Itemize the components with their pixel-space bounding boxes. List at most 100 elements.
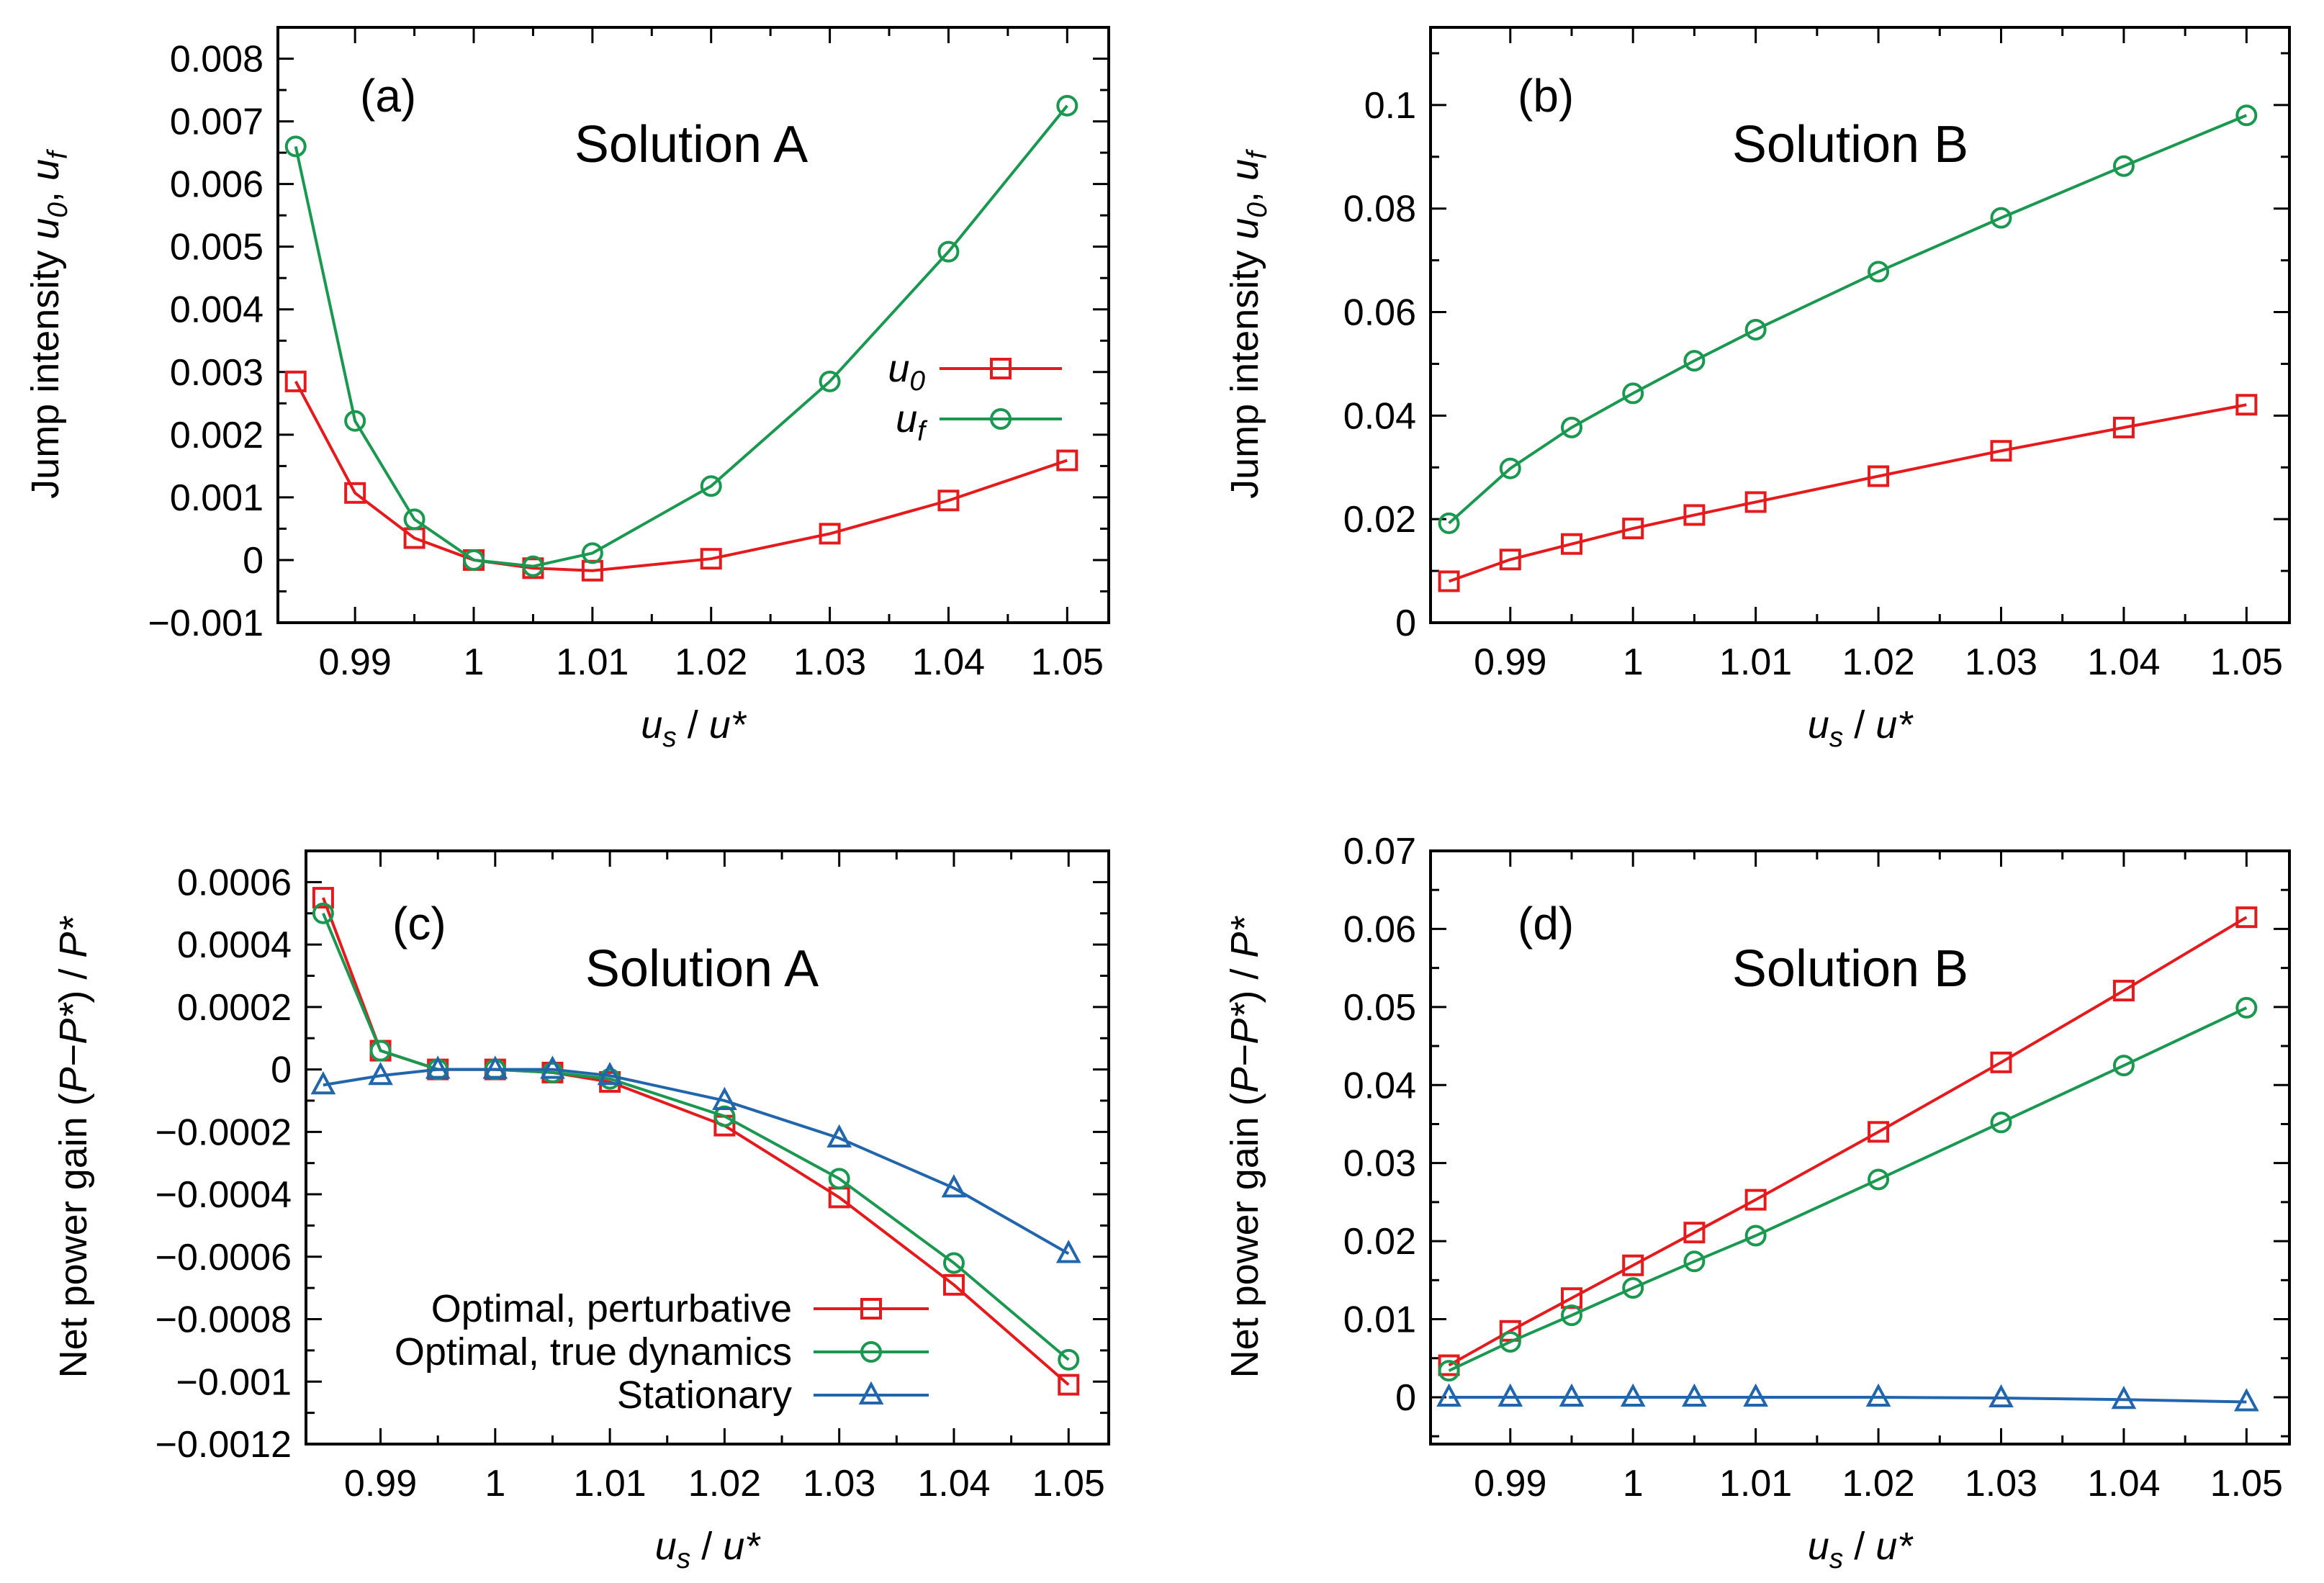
data-point bbox=[2235, 996, 2258, 1019]
x-tick-label: 1.02 bbox=[675, 641, 747, 683]
series-u-0 bbox=[1438, 394, 2258, 592]
data-point bbox=[1865, 1383, 1891, 1407]
y-tick-label: 0.0004 bbox=[177, 924, 292, 966]
data-point bbox=[712, 1086, 737, 1110]
data-point bbox=[819, 370, 841, 392]
y-tick-label: 0.001 bbox=[170, 477, 264, 519]
panel-tag: (c) bbox=[392, 898, 446, 950]
data-point bbox=[403, 508, 425, 531]
data-point bbox=[1743, 1383, 1768, 1407]
series-line bbox=[1448, 114, 2248, 525]
data-point bbox=[2112, 416, 2135, 438]
x-tick-label: 1.05 bbox=[1032, 1463, 1105, 1505]
y-tick-label: −0.0004 bbox=[156, 1174, 292, 1216]
y-tick-label: 0.1 bbox=[1364, 85, 1416, 127]
x-axis-label: us / u* bbox=[641, 703, 747, 753]
data-point bbox=[1056, 94, 1078, 117]
data-point bbox=[2112, 980, 2135, 1002]
y-tick-label: −0.0006 bbox=[156, 1237, 292, 1278]
data-point bbox=[1622, 1254, 1644, 1276]
legend-label: uf bbox=[896, 397, 928, 447]
data-point bbox=[344, 482, 366, 504]
y-tick-label: 0.004 bbox=[170, 289, 264, 331]
x-tick-label: 1.05 bbox=[2210, 641, 2283, 683]
data-point bbox=[1560, 1304, 1582, 1327]
data-point bbox=[312, 902, 334, 924]
y-tick-label: −0.0012 bbox=[156, 1424, 292, 1466]
data-point bbox=[1868, 1121, 1890, 1143]
y-tick-label: 0 bbox=[271, 1050, 292, 1091]
data-point bbox=[827, 1124, 852, 1147]
plot-frame bbox=[1429, 849, 2291, 1446]
data-point bbox=[1744, 491, 1767, 513]
series-line bbox=[1448, 403, 2247, 583]
panel-tag: (d) bbox=[1518, 898, 1574, 950]
data-point bbox=[344, 410, 366, 432]
data-point bbox=[581, 542, 603, 564]
data-point bbox=[1868, 261, 1890, 283]
y-tick-label: 0.05 bbox=[1343, 987, 1416, 1029]
y-axis-label: Net power gain (P−P*) / P* bbox=[52, 916, 95, 1379]
data-point bbox=[2112, 155, 2135, 177]
panel-a: 0.99 1 1.01 1.02 1.03 1.04 1.05 −0.001 0 0.001 0.0… bbox=[24, 26, 1110, 753]
x-tick-label: 1.01 bbox=[1719, 1463, 1792, 1505]
data-point bbox=[1560, 416, 1582, 438]
y-tick-label: 0.06 bbox=[1343, 908, 1416, 950]
legend-marker bbox=[858, 1381, 884, 1404]
y-tick-label: −0.0002 bbox=[156, 1111, 292, 1153]
data-point bbox=[425, 1055, 451, 1079]
y-tick-label: 0.04 bbox=[1343, 395, 1416, 437]
data-point bbox=[1622, 518, 1644, 540]
plot-frame bbox=[276, 26, 1110, 624]
data-point bbox=[1058, 1348, 1080, 1371]
y-tick-label: 0.01 bbox=[1343, 1299, 1416, 1341]
panel-c: 0.99 1 1.01 1.02 1.03 1.04 1.05 −0.0012 −0.001 −0… bbox=[52, 849, 1110, 1574]
y-tick-label: 0 bbox=[243, 540, 264, 582]
x-axis-label: us / u* bbox=[1808, 1525, 1914, 1574]
series-line bbox=[323, 1068, 1070, 1255]
x-tick-label: 1.04 bbox=[912, 641, 985, 683]
series-line bbox=[294, 104, 1068, 568]
data-point bbox=[2235, 104, 2258, 127]
data-point bbox=[941, 1174, 967, 1198]
legend-marker bbox=[990, 358, 1012, 379]
y-tick-label: 0.0006 bbox=[177, 862, 292, 903]
panel-title: Solution B bbox=[1732, 940, 1968, 998]
data-point bbox=[937, 490, 960, 512]
data-point bbox=[1868, 465, 1890, 487]
x-tick-label: 1.04 bbox=[2087, 1463, 2160, 1505]
data-point bbox=[1560, 1287, 1582, 1309]
series-line bbox=[1449, 1395, 2247, 1404]
data-point bbox=[1622, 1277, 1644, 1299]
data-point bbox=[540, 1055, 565, 1079]
y-tick-label: 0.005 bbox=[170, 227, 264, 269]
y-tick-label: 0.08 bbox=[1343, 189, 1416, 230]
panel-d: 0.99 1 1.01 1.02 1.03 1.04 1.05 0 0.01 0.02 0.03 0.… bbox=[1223, 831, 2291, 1574]
y-tick-label: 0 bbox=[1395, 1377, 1416, 1419]
panel-title: Solution B bbox=[1732, 116, 1968, 173]
data-point bbox=[1438, 570, 1460, 592]
data-point bbox=[482, 1055, 508, 1079]
data-point bbox=[1868, 1168, 1890, 1191]
data-point bbox=[541, 1061, 564, 1083]
x-tick-label: 1.04 bbox=[2087, 641, 2160, 683]
legend-label: Stationary bbox=[617, 1374, 792, 1417]
panel-title: Solution A bbox=[575, 116, 808, 173]
data-point bbox=[942, 1252, 965, 1274]
x-tick-label: 1.03 bbox=[1965, 1463, 2037, 1505]
x-tick-label: 1 bbox=[464, 641, 485, 683]
panel-title: Solution A bbox=[585, 940, 819, 998]
x-axis-label: us / u* bbox=[1808, 703, 1914, 753]
y-axis-label: Jump intensity u0, uf bbox=[1223, 148, 1273, 499]
series-line bbox=[322, 912, 1070, 1361]
x-tick-label: 1.03 bbox=[803, 1463, 875, 1505]
data-point bbox=[1622, 382, 1644, 405]
legend-marker bbox=[860, 1298, 882, 1320]
series-line bbox=[1448, 1006, 2248, 1372]
y-tick-label: −0.001 bbox=[148, 603, 264, 644]
y-tick-label: −0.0008 bbox=[156, 1299, 292, 1341]
data-point bbox=[463, 549, 485, 571]
x-tick-label: 1.04 bbox=[917, 1463, 990, 1505]
